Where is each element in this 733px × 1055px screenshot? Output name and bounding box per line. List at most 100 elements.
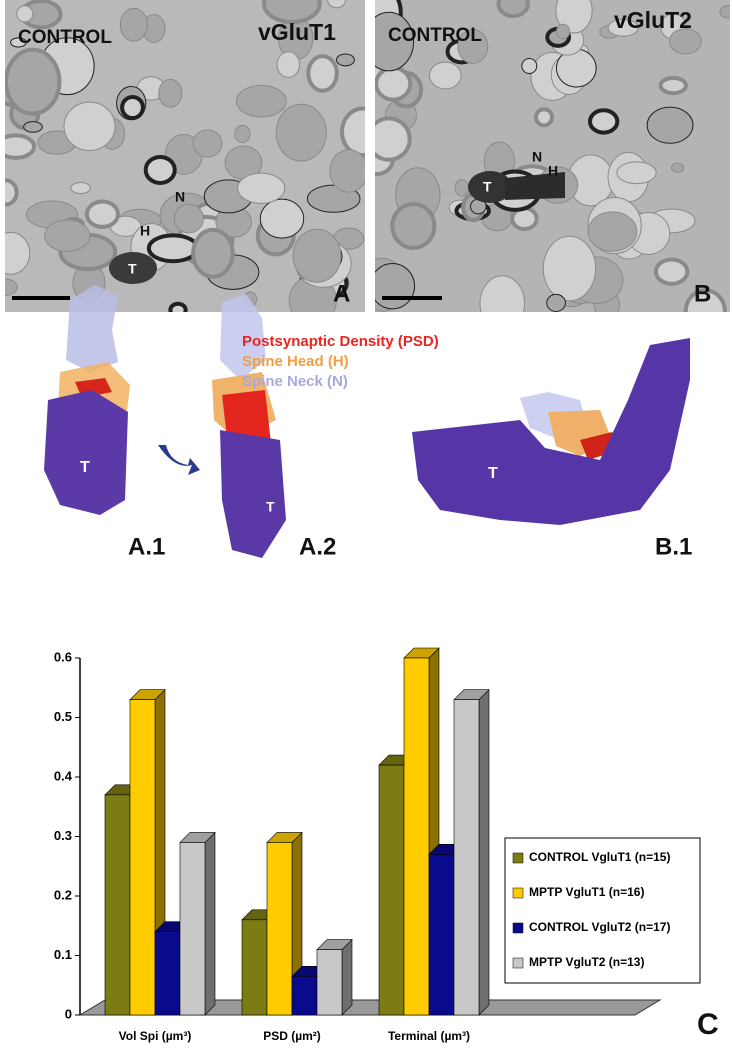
bar-front: [291, 976, 318, 1016]
em-texture: [327, 0, 346, 9]
terminal-label: T: [488, 465, 498, 482]
bar-front: [316, 949, 343, 1016]
marker: vGluT1: [258, 19, 336, 45]
rotate-arrow: [158, 445, 200, 475]
em-texture: [336, 53, 355, 67]
bar-side: [478, 688, 490, 1016]
em-texture: [375, 116, 412, 162]
em-texture: [261, 0, 322, 25]
em-texture: [521, 57, 538, 75]
bar-front: [428, 854, 455, 1016]
em-texture: [428, 61, 462, 90]
em-image-b: [375, 0, 730, 312]
em-texture: [235, 84, 287, 118]
x-tick-label: Terminal (µm³): [388, 1029, 470, 1043]
em-texture: [5, 178, 19, 207]
panel-letter: B: [694, 280, 711, 307]
em-texture: [616, 161, 657, 185]
view-label: A.2: [299, 533, 336, 560]
em-texture: [457, 29, 489, 64]
bar-front: [179, 842, 206, 1016]
em-texture: [5, 47, 62, 116]
em-texture: [607, 18, 639, 37]
em-texture: [143, 154, 177, 185]
bar-front: [266, 842, 293, 1016]
em-texture: [236, 172, 286, 204]
em-texture: [542, 235, 597, 302]
em-texture: [390, 201, 437, 250]
label-n: N: [532, 149, 542, 165]
em-texture: [683, 288, 727, 312]
legend-psd: Postsynaptic Density (PSD): [242, 333, 439, 350]
em-texture: [5, 231, 31, 275]
bar: [266, 831, 303, 1016]
condition: CONTROL: [18, 27, 112, 48]
y-tick-label: 0.4: [54, 768, 73, 783]
legend-box: [504, 837, 701, 984]
em-texture: [340, 106, 365, 158]
em-texture: [16, 5, 34, 23]
em-texture: [329, 149, 365, 193]
bar-chart: 0 0.1 0.2 0.3 0.4 0.5 0.6 Vol Spi (µm³) PSD (µm²…: [54, 647, 701, 1043]
y-tick-label: 0.2: [54, 887, 72, 902]
reconstruction-a1: [44, 285, 130, 515]
em-texture: [375, 65, 413, 102]
em-texture: [70, 182, 91, 195]
x-tick-label: PSD (µm²): [263, 1029, 321, 1043]
em-texture: [653, 257, 690, 286]
em-texture: [292, 228, 342, 283]
bar: [179, 831, 216, 1016]
em-texture: [23, 121, 43, 133]
view-label: B.1: [655, 533, 692, 560]
condition: CONTROL: [388, 25, 482, 46]
em-texture: [719, 5, 730, 19]
bar-front: [241, 919, 268, 1016]
y-tick-label: 0.5: [54, 709, 72, 724]
reconstruction-b1: [412, 338, 690, 525]
y-tick-label: 0.3: [54, 828, 72, 843]
legend-head: Spine Head (H): [242, 353, 349, 370]
terminal: [468, 171, 512, 203]
em-texture: [658, 75, 688, 96]
em-texture: [192, 129, 223, 158]
em-texture: [173, 203, 204, 234]
legend-label: CONTROL VgluT1 (n=15): [529, 850, 670, 864]
bar-front: [378, 764, 405, 1016]
em-texture: [44, 219, 91, 252]
em-texture: [5, 278, 18, 297]
y-tick-label: 0.6: [54, 649, 72, 664]
terminal-label: T: [80, 459, 90, 476]
em-texture: [375, 262, 416, 310]
em-texture: [533, 107, 555, 128]
reconstruction-a2: [212, 294, 286, 558]
em-texture: [646, 106, 694, 144]
bar-front: [154, 931, 181, 1016]
terminal: [109, 252, 157, 284]
em-texture: [259, 198, 305, 239]
em-texture: [10, 37, 27, 48]
em-texture: [670, 162, 685, 173]
bar-side: [204, 831, 216, 1016]
psd: [505, 172, 565, 200]
em-texture: [158, 78, 183, 108]
bar: [453, 688, 490, 1016]
bar-front: [129, 699, 156, 1016]
legend-label: MPTP VgluT2 (n=13): [529, 955, 644, 969]
legend-swatch: [512, 957, 524, 969]
legend-swatch: [512, 887, 524, 899]
em-texture: [306, 54, 339, 93]
em-texture: [120, 94, 145, 121]
bar-front: [104, 794, 131, 1016]
legend-swatch: [512, 922, 524, 934]
x-tick-label: Vol Spi (µm³): [119, 1029, 192, 1043]
em-texture: [454, 179, 469, 197]
em-texture: [119, 7, 148, 42]
em-texture: [496, 0, 530, 19]
em-texture: [5, 133, 37, 160]
label-n: N: [175, 189, 185, 205]
bar-front: [453, 699, 480, 1016]
em-texture: [479, 275, 526, 312]
legend-swatch: [512, 852, 524, 864]
em-texture: [588, 108, 620, 135]
